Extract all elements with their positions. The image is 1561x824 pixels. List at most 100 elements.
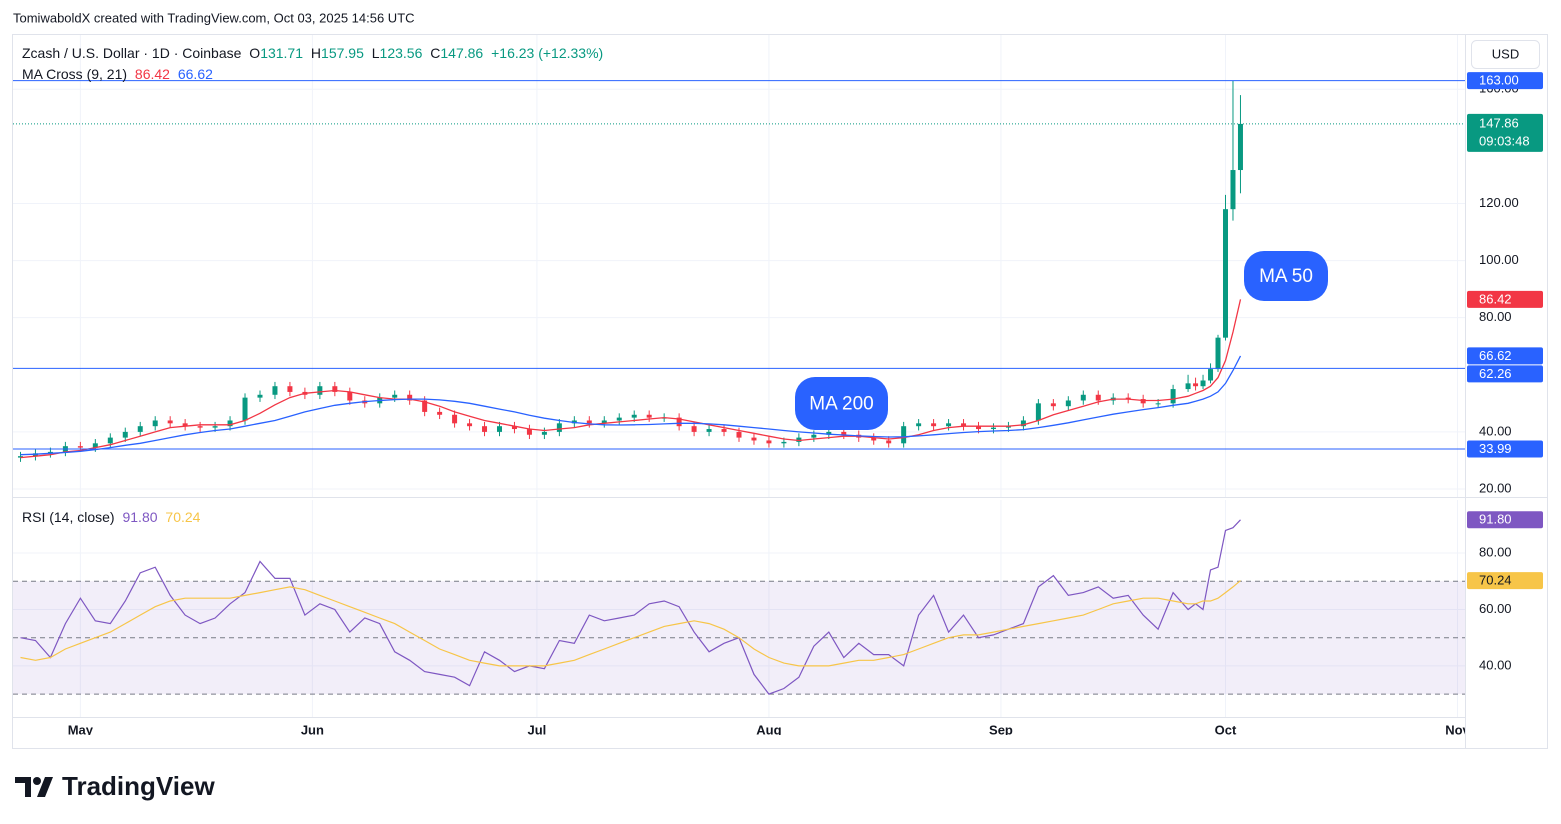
ma-label: 86.42 [1479,291,1512,306]
legend-main: Zcash / U.S. Dollar · 1D · Coinbase O131… [22,45,603,61]
candle-body [871,437,877,441]
candle-body [1080,394,1086,401]
candle-body [227,420,233,427]
x-tick-label: Jun [301,722,324,737]
candle-body [1215,337,1221,370]
logo-text: TradingView [62,771,215,801]
candle-body [392,394,398,398]
indicator-name: MA Cross (9, 21) [22,66,127,82]
candle-body [422,400,428,412]
candle-body [1200,380,1206,387]
series-line [20,580,1241,667]
ohlc-value: 157.95 [321,45,364,61]
candle-body [511,426,517,430]
candle-body [901,426,907,444]
y-tick-label: 80.00 [1479,544,1512,559]
candle-body [1193,383,1199,387]
currency-button[interactable] [1471,40,1540,69]
level-label: 62.26 [1479,366,1512,381]
candle-body [496,426,502,432]
candle-body [92,443,98,448]
y-tick-label: 20.00 [1479,480,1512,495]
candle-body [1005,426,1011,428]
rsi-ma-value: 70.24 [165,509,200,525]
candle-body [317,386,323,395]
candle-body [781,441,787,444]
candle-body [811,434,817,438]
candle-body [751,437,757,441]
candle-body [122,431,128,438]
candle-body [1237,123,1243,171]
ohlc-label: O [249,45,260,61]
grid [13,35,1465,717]
candle-body [242,397,248,421]
y-tick-label: 80.00 [1479,309,1512,324]
x-tick-label: Jul [528,722,547,737]
credit: TomiwaboldX created with TradingView.com… [13,10,415,25]
symbol-title: Zcash / U.S. Dollar · 1D · Coinbase [22,45,242,61]
annotation-bubble [795,377,888,430]
candle-body [347,391,353,401]
x-tick-label: Sep [989,722,1013,737]
candle-body [407,394,413,401]
candle-body [1125,397,1131,400]
level-label: 163.00 [1479,73,1519,88]
candle-body [886,440,892,444]
candle-body [601,420,607,424]
currency[interactable]: USD [1492,46,1519,61]
legend-rsi: RSI (14, close) 91.80 70.24 [22,509,201,525]
candle-body [841,431,847,435]
ma-value: 86.42 [135,66,170,82]
candle-body [1095,394,1101,401]
candle-body [1140,399,1146,404]
rsi-label-bg [1467,511,1543,529]
ma-label: 66.62 [1479,348,1512,363]
candle-body [1230,170,1236,210]
level-label-bg [1467,72,1543,90]
candle-body [526,429,532,435]
candle-body [152,420,158,427]
candle-body [1185,383,1191,390]
candle-body [1222,209,1228,338]
rsi-label: 91.80 [1479,512,1512,527]
x-tick-label: May [68,722,94,737]
candle-body [287,386,293,392]
candle-body [796,437,802,442]
candle-body [1155,403,1161,405]
y-tick-label: 60.00 [1479,601,1512,616]
logo-icon [15,777,53,797]
candle-body [976,426,982,430]
y-tick-label: 40.00 [1479,657,1512,672]
ohlc-label: L [372,45,380,61]
ohlc-label: C [430,45,440,61]
candle-body [676,417,682,427]
countdown: 09:03:48 [1479,133,1530,148]
x-tick-label: Aug [756,722,781,737]
logo-shape [15,777,31,797]
x-tick-label: Oct [1215,722,1237,737]
rsi-value: 91.80 [122,509,157,525]
candle-body [167,420,173,424]
candle-body [721,429,727,432]
series-line [20,519,1241,695]
candle-body [77,446,83,448]
indicator-name: RSI (14, close) [22,509,115,525]
candle-body [706,429,712,432]
chart-frame [12,34,1548,749]
logo-shape [33,777,41,785]
candle-body [736,431,742,438]
last-price-label: 147.86 [1479,115,1519,130]
candle-body [826,431,832,435]
ohlc-value: 131.71 [260,45,303,61]
candle-body [137,426,143,432]
candle-body [332,386,338,392]
ohlc-value: 147.86 [440,45,483,61]
candle-body [182,423,188,427]
ohlc-label: H [311,45,321,61]
y-tick-label: 40.00 [1479,423,1512,438]
candle-body [437,411,443,415]
candle-body [1050,403,1056,407]
candle-body [212,426,218,428]
candle-body [272,386,278,395]
